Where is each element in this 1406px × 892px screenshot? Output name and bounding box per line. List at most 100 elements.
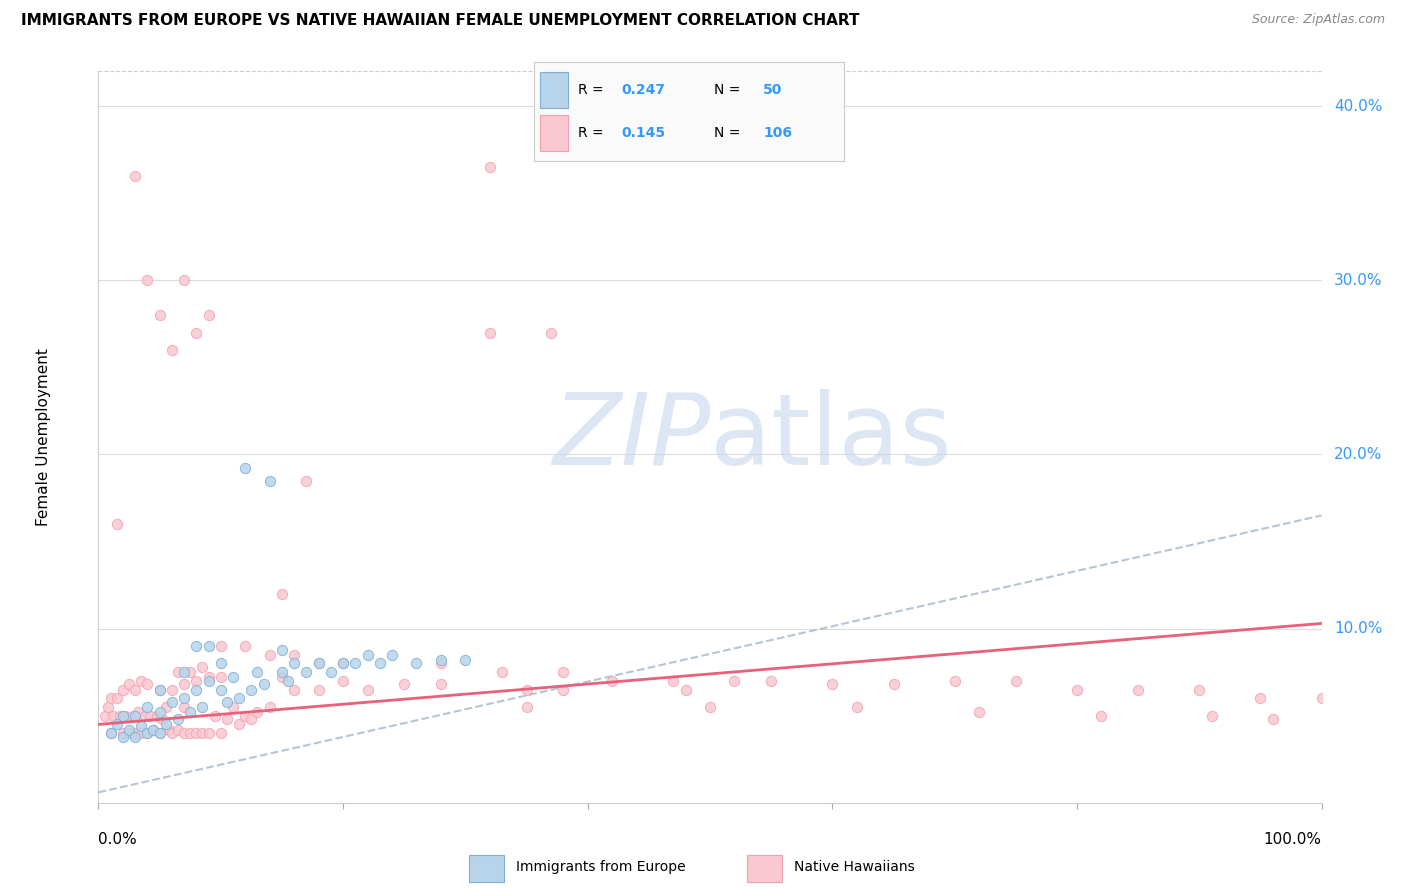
Point [240,682,263,697]
Point [173,691,195,706]
Text: 0.145: 0.145 [621,126,665,140]
Point [215,695,238,709]
Point [149,682,172,697]
Point [197,670,219,684]
Point [430,677,453,691]
Point [478,160,501,174]
Text: 30.0%: 30.0% [1334,273,1382,288]
Point [270,670,294,684]
Point [259,700,281,714]
Point [209,639,232,653]
Point [1310,691,1333,706]
Point [173,726,195,740]
Text: N =: N = [714,126,744,140]
Point [319,665,342,680]
Point [124,682,146,697]
Text: 100.0%: 100.0% [1264,832,1322,847]
Point [392,677,416,691]
Point [308,657,330,671]
Point [160,343,183,357]
Point [600,673,623,688]
Point [155,717,177,731]
Point [277,673,299,688]
Point [356,682,378,697]
Point [100,726,122,740]
Point [259,474,281,488]
Point [215,712,238,726]
Point [129,726,152,740]
Point [118,723,141,737]
Point [160,726,183,740]
Text: 10.0%: 10.0% [1334,621,1382,636]
Point [209,670,232,684]
Point [160,682,183,697]
Point [540,326,562,340]
Point [430,657,453,671]
Point [100,726,122,740]
Point [93,708,115,723]
Point [127,705,149,719]
Point [197,639,219,653]
Point [173,273,195,287]
Point [228,717,250,731]
Point [167,723,190,737]
Point [246,705,269,719]
Point [233,639,256,653]
Point [270,665,294,680]
Point [118,677,141,691]
Point [662,673,685,688]
Point [191,700,214,714]
Text: 106: 106 [763,126,792,140]
Point [344,657,367,671]
Point [173,665,195,680]
Point [111,708,134,723]
Point [105,517,128,532]
Point [332,657,354,671]
Point [515,700,537,714]
Point [167,712,190,726]
Point [1249,691,1271,706]
Point [283,657,305,671]
Point [308,682,330,697]
Point [97,700,120,714]
Point [1201,708,1223,723]
Point [197,308,219,322]
Point [179,726,201,740]
Text: atlas: atlas [710,389,952,485]
Point [332,657,354,671]
Point [136,677,159,691]
FancyBboxPatch shape [540,72,568,108]
Point [111,682,134,697]
Point [129,673,152,688]
Point [270,642,294,657]
Point [478,326,501,340]
Point [110,708,132,723]
Point [105,691,128,706]
Point [845,700,868,714]
Point [332,673,354,688]
Text: 20.0%: 20.0% [1334,447,1382,462]
Point [283,682,305,697]
Point [295,665,318,680]
Point [240,712,263,726]
Text: Native Hawaiians: Native Hawaiians [794,861,914,874]
Point [186,726,208,740]
Point [197,673,219,688]
Point [515,682,537,697]
Point [233,708,256,723]
Point [553,665,575,680]
Point [233,461,256,475]
Point [1090,708,1112,723]
Point [167,665,190,680]
Point [142,723,165,737]
Point [136,726,159,740]
Point [283,648,305,662]
Point [368,657,391,671]
Point [1128,682,1150,697]
Point [967,705,990,719]
Point [114,708,136,723]
Point [723,673,745,688]
Point [491,665,513,680]
Point [100,691,122,706]
Point [204,708,226,723]
